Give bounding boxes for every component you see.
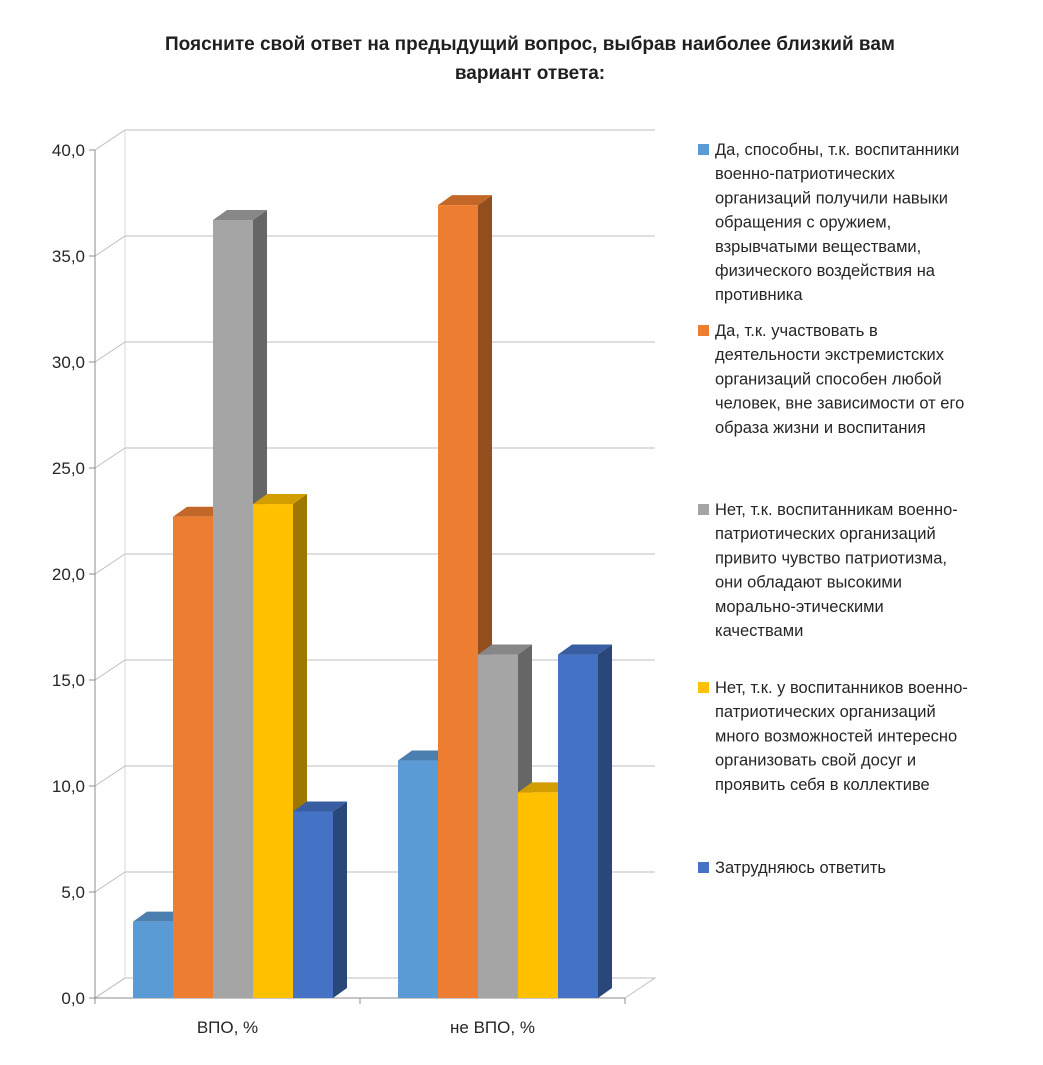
bars <box>133 195 612 998</box>
chart-title-line: вариант ответа: <box>455 63 605 84</box>
y-tick-label: 40,0 <box>52 141 85 160</box>
legend-label: образа жизни и воспитания <box>715 419 926 437</box>
bar <box>253 494 307 998</box>
bar-front <box>478 654 518 998</box>
legend-label: много возможностей интересно <box>715 727 957 745</box>
bar <box>293 801 347 998</box>
legend-item: Да, способны, т.к. воспитанники военно-па… <box>698 141 959 304</box>
y-tick-label: 15,0 <box>52 671 85 690</box>
legend-label: человек, вне зависимости от его <box>715 395 964 413</box>
y-tick-label: 25,0 <box>52 459 85 478</box>
bar-side <box>598 644 612 998</box>
bar-front <box>293 811 333 998</box>
bar-front <box>518 792 558 998</box>
bar-top <box>253 494 307 505</box>
bar-side <box>333 801 347 998</box>
legend-item: Нет, т.к. воспитанникам военно-патриотич… <box>698 501 958 640</box>
legend-label: качествами <box>715 622 803 640</box>
chart-title: Поясните свой ответ на предыдущий вопрос… <box>165 34 895 84</box>
legend-label: Нет, т.к. воспитанникам военно- <box>715 501 958 519</box>
legend-label: организаций способен любой <box>715 370 942 388</box>
legend-label: деятельности экстремистских <box>715 346 945 364</box>
legend-label: морально-этическими <box>715 598 884 616</box>
gridline <box>94 235 655 257</box>
y-tick-label: 10,0 <box>52 777 85 796</box>
legend-label: они обладают высокими <box>715 574 902 592</box>
legend-swatch <box>698 325 709 336</box>
legend-label: привито чувство патриотизма, <box>715 549 947 567</box>
legend-swatch <box>698 504 709 515</box>
legend-label: Да, способны, т.к. воспитанники <box>715 141 959 159</box>
legend-label: Да, т.к. участвовать в <box>715 322 878 340</box>
legend-label: проявить себя в коллективе <box>715 776 930 794</box>
x-category-label: ВПО, % <box>197 1018 258 1037</box>
legend-label: организаций получили навыки <box>715 189 948 207</box>
bar-top <box>213 209 267 220</box>
legend-label: патриотических организаций <box>715 525 936 543</box>
legend-label: противника <box>715 286 803 304</box>
bar-top <box>478 644 532 655</box>
legend-label: Нет, т.к. у воспитанников военно- <box>715 679 968 697</box>
legend-label: Затрудняюсь ответить <box>715 859 886 877</box>
bar <box>558 644 612 998</box>
bar-front <box>398 760 438 998</box>
bar-top <box>438 195 492 206</box>
chart-title-line: Поясните свой ответ на предыдущий вопрос… <box>165 34 895 55</box>
bar-front <box>438 205 478 998</box>
legend-label: взрывчатыми веществами, <box>715 238 921 256</box>
legend-item: Да, т.к. участвовать в деятельности экстр… <box>698 322 964 437</box>
legend-swatch <box>698 682 709 693</box>
legend-label: военно-патриотических <box>715 165 896 183</box>
legend-label: физического воздействия на <box>715 262 936 280</box>
legend-item: Нет, т.к. у воспитанников военно-патриот… <box>698 679 968 794</box>
gridline <box>94 341 655 363</box>
legend-swatch <box>698 862 709 873</box>
bar-top <box>293 801 347 812</box>
bar-top <box>558 644 612 655</box>
y-tick-label: 35,0 <box>52 247 85 266</box>
gridline <box>94 447 655 469</box>
bar <box>438 195 492 998</box>
y-tick-label: 30,0 <box>52 353 85 372</box>
bar-front <box>133 921 173 998</box>
y-tick-label: 0,0 <box>61 989 85 1008</box>
bar-front <box>213 219 253 998</box>
bar-front <box>558 654 598 998</box>
legend-label: патриотических организаций <box>715 703 936 721</box>
legend-label: обращения с оружием, <box>715 214 891 232</box>
x-axis: ВПО, % не ВПО, % <box>89 997 626 1037</box>
gridline <box>94 129 655 151</box>
y-tick-label: 20,0 <box>52 565 85 584</box>
bar-front <box>173 516 213 998</box>
legend: Да, способны, т.к. воспитанники военно-па… <box>698 141 968 877</box>
y-tick-label: 5,0 <box>61 883 85 902</box>
x-category-label: не ВПО, % <box>450 1018 535 1037</box>
bar-front <box>253 504 293 998</box>
legend-swatch <box>698 144 709 155</box>
legend-item: Затрудняюсь ответить <box>698 859 886 877</box>
y-axis: 0,0 5,0 10,0 15,0 20,0 25,0 30,0 35,0 40,0 <box>52 141 96 1008</box>
legend-label: организовать свой досуг и <box>715 752 916 770</box>
